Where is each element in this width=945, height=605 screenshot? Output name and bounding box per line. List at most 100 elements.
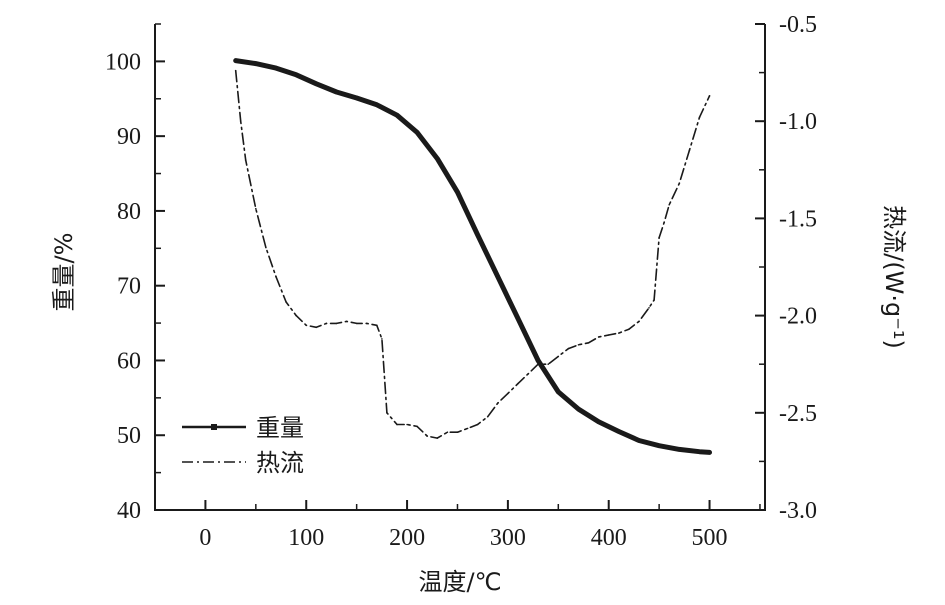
weight-data-point bbox=[576, 406, 581, 412]
heat-flow-data-point bbox=[653, 299, 655, 301]
legend-marker-weight bbox=[211, 424, 217, 430]
heat-flow-data-point bbox=[275, 275, 277, 278]
heat-flow-data-point bbox=[708, 95, 711, 97]
x-tick-label: 200 bbox=[389, 525, 425, 551]
heat-flow-data-point bbox=[446, 431, 449, 434]
heat-flow-data-point bbox=[365, 322, 368, 325]
heat-flow-data-point bbox=[587, 342, 590, 344]
weight-data-point bbox=[475, 232, 480, 237]
heat-flow-data-point bbox=[618, 332, 620, 334]
weight-data-point bbox=[253, 61, 258, 66]
weight-data-point bbox=[697, 449, 702, 454]
weight-data-point bbox=[535, 358, 541, 363]
heat-flow-data-point bbox=[678, 182, 681, 185]
weight-data-point bbox=[707, 450, 712, 455]
heat-flow-data-point bbox=[547, 363, 549, 366]
y-right-tick-label: -0.5 bbox=[779, 12, 817, 38]
heat-flow-data-point bbox=[537, 363, 539, 366]
heat-flow-data-point bbox=[607, 334, 610, 336]
heat-flow-data-point bbox=[315, 326, 318, 329]
heat-flow-data-point bbox=[567, 347, 570, 350]
heat-flow-data-point bbox=[577, 344, 580, 346]
heat-flow-data-point bbox=[688, 149, 691, 152]
legend-label-heat-flow: 热流 bbox=[256, 449, 304, 477]
weight-data-point bbox=[677, 447, 682, 452]
weight-data-point bbox=[354, 95, 359, 101]
weight-data-point bbox=[435, 156, 440, 161]
weight-data-point bbox=[636, 438, 642, 443]
heat-flow-data-point bbox=[527, 373, 529, 375]
x-tick-label: 0 bbox=[199, 525, 211, 551]
heat-flow-data-point bbox=[476, 423, 479, 426]
heat-flow-data-point bbox=[638, 320, 640, 323]
legend-label-weight: 重量 bbox=[256, 414, 304, 442]
heat-flow-series-line bbox=[234, 69, 711, 439]
y-right-axis-title: 热流/(W·g⁻¹) bbox=[880, 205, 908, 349]
heat-flow-data-point bbox=[486, 415, 489, 418]
weight-data-point bbox=[616, 429, 621, 434]
y-right-tick-label: -2.0 bbox=[779, 304, 817, 330]
heat-flow-data-point bbox=[597, 336, 600, 338]
weight-data-point bbox=[233, 58, 238, 63]
heat-flow-data-point bbox=[355, 322, 358, 325]
heat-flow-data-point bbox=[239, 120, 242, 122]
y-left-axis-title: 重量/% bbox=[50, 233, 78, 312]
axes bbox=[154, 23, 766, 511]
weight-data-point bbox=[294, 72, 299, 78]
weight-data-point bbox=[455, 190, 460, 195]
weight-data-point bbox=[515, 316, 521, 321]
heat-flow-data-point bbox=[345, 320, 348, 323]
heat-flow-data-point bbox=[663, 221, 665, 224]
heat-flow-data-point bbox=[376, 324, 378, 327]
x-axis-title: 温度/℃ bbox=[418, 568, 501, 596]
axis-frame bbox=[154, 24, 766, 511]
tick-labels: 0 100 200 300 400 500 40 50 60 70 80 90 100 -3.0 -2.5 -… bbox=[105, 12, 817, 551]
plot-area bbox=[233, 58, 712, 455]
weight-data-point bbox=[273, 65, 279, 71]
heat-flow-data-point bbox=[406, 423, 408, 426]
heat-flow-data-point bbox=[436, 437, 439, 439]
heat-flow-data-point bbox=[426, 435, 429, 437]
heat-flow-data-point bbox=[381, 338, 383, 340]
y-right-tick-label: -2.5 bbox=[779, 401, 817, 427]
heat-flow-data-point bbox=[386, 412, 388, 414]
weight-data-point bbox=[556, 389, 561, 395]
heat-flow-data-point bbox=[507, 392, 509, 395]
weight-data-point bbox=[414, 130, 420, 135]
heat-flow-data-point bbox=[557, 355, 560, 358]
y-left-tick-label: 50 bbox=[117, 423, 141, 449]
y-right-tick-label: -1.5 bbox=[779, 206, 817, 232]
heat-flow-data-point bbox=[244, 159, 247, 161]
heat-flow-data-point bbox=[456, 431, 459, 434]
weight-data-point bbox=[656, 443, 662, 448]
weight-data-point bbox=[314, 81, 319, 87]
weight-series-line bbox=[233, 58, 712, 455]
heat-flow-data-point bbox=[305, 324, 308, 327]
y-right-tick-label: -1.0 bbox=[779, 109, 817, 135]
heat-flow-data-point bbox=[325, 322, 328, 325]
weight-data-point bbox=[334, 89, 339, 95]
y-left-tick-label: 80 bbox=[117, 199, 141, 225]
weight-data-point bbox=[596, 419, 601, 424]
y-left-tick-label: 40 bbox=[117, 498, 141, 524]
heat-flow-data-point bbox=[285, 301, 287, 303]
heat-flow-data-point bbox=[295, 314, 298, 317]
weight-data-point bbox=[394, 113, 400, 118]
heat-flow-data-point bbox=[668, 204, 670, 206]
y-right-tick-label: -3.0 bbox=[779, 498, 817, 524]
heat-flow-data-point bbox=[396, 423, 398, 426]
heat-flow-data-point bbox=[466, 427, 469, 430]
heat-flow-data-point bbox=[517, 382, 519, 385]
heat-flow-data-point bbox=[416, 425, 418, 428]
weight-data-point bbox=[374, 102, 379, 108]
x-tick-label: 300 bbox=[490, 525, 526, 551]
y-left-tick-label: 60 bbox=[117, 348, 141, 374]
x-tick-label: 100 bbox=[288, 525, 324, 551]
heat-flow-data-point bbox=[698, 116, 701, 119]
x-tick-label: 500 bbox=[692, 525, 728, 551]
heat-flow-data-point bbox=[658, 237, 660, 239]
heat-flow-data-point bbox=[265, 246, 267, 249]
y-left-tick-label: 100 bbox=[105, 49, 141, 75]
weight-data-point bbox=[495, 274, 500, 279]
